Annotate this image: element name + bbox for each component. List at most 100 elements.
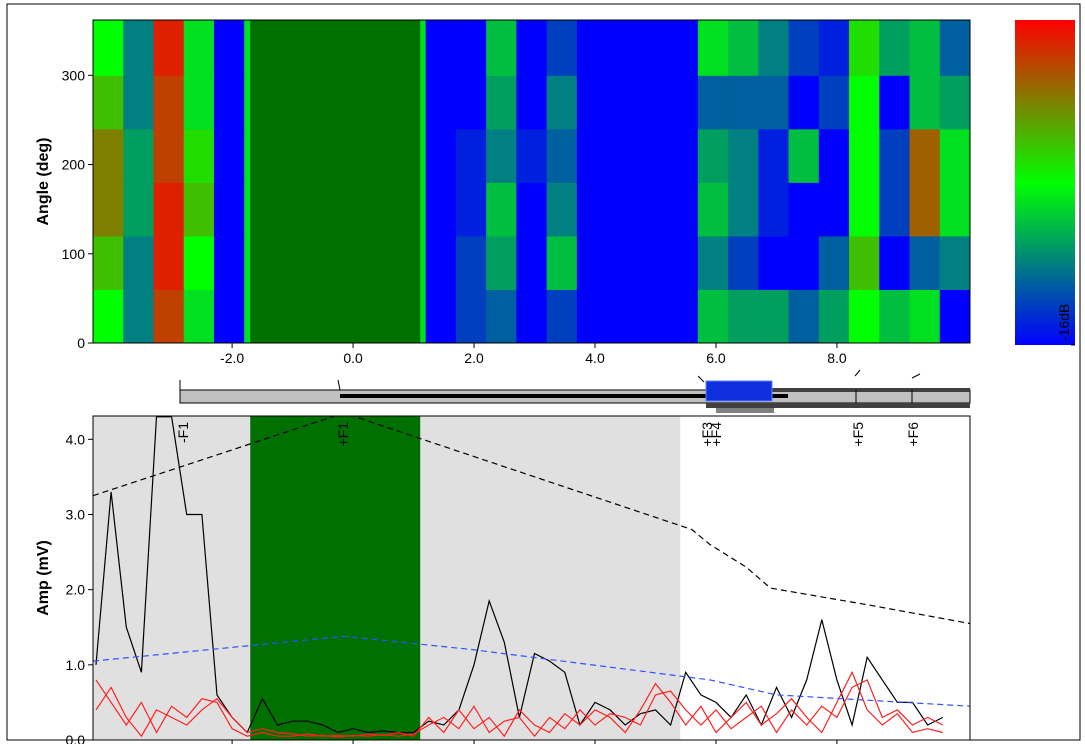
heatmap-cell [607,75,638,130]
heatmap-cell [697,20,729,76]
heatmap-cell [849,75,880,130]
heatmap-cell [818,289,850,343]
heatmap-cell [939,182,970,237]
heatmap-cell [909,289,941,343]
heatmap-cell [849,20,880,76]
heatmap-cell [516,235,548,290]
heatmap-cell [667,235,699,290]
heatmap-cell [516,128,548,183]
heatmap-cell [788,20,820,76]
heatmap-cell [607,182,638,237]
heatmap-cell [486,128,517,183]
heatmap-cell [183,128,215,183]
heatmap-cell [788,182,820,237]
heatmap-cell [879,75,911,130]
annotation: +F1 [335,422,351,447]
heatmap-cell [516,75,548,130]
y-tick-label: 2.0 [66,582,86,598]
heatmap-cell [153,75,185,130]
heatmap-cell [637,235,669,290]
heatmap-cell [213,128,245,183]
heatmap-cell [93,20,124,76]
heatmap-cell [183,20,215,76]
heatmap-cell [123,289,154,343]
heatmap-cell [425,289,457,343]
heatmap-cell [697,235,729,290]
annotation: -F1 [175,422,191,443]
heatmap-cell [697,289,729,343]
heatmap-cell [576,235,608,290]
colorbar-label: -16dB [1056,304,1072,341]
heatmap-cell [667,75,699,130]
heatmap-cell [576,128,608,183]
heatmap-cell [939,75,970,130]
heatmap-cell [486,235,517,290]
heatmap-cell [728,75,759,130]
series-line [93,635,970,707]
heatmap-cell [637,20,669,76]
heatmap-cell [788,289,820,343]
heatmap-cell [93,128,124,183]
heatmap-cell [667,20,699,76]
annotation: +F6 [905,422,921,447]
heatmap-cell [788,128,820,183]
heatmap-cell [486,75,517,130]
heatmap-cell [758,20,790,76]
heatmap-cell [123,182,154,237]
heatmap-cell [486,20,517,76]
heatmap-cell [637,289,669,343]
heatmap-cell [818,235,850,290]
y-tick-label: 0.0 [66,732,86,744]
heatmap-cell [607,20,638,76]
heatmap-cell [728,182,759,237]
heatmap-cell [213,20,245,76]
heatmap-cell [546,20,578,76]
heatmap-cell [153,128,185,183]
heatmap-cell [849,289,880,343]
heatmap-cell [607,128,638,183]
y-tick-label: 1.0 [66,657,86,673]
heatmap-cell [879,20,911,76]
heatmap-cell [667,182,699,237]
heatmap-cell [576,75,608,130]
y-tick-label: 200 [62,157,86,173]
heatmap-cell [93,235,124,290]
heatmap-cell [183,182,215,237]
y-tick-label: 4.0 [66,431,86,447]
heatmap-cell [455,289,487,343]
heatmap-cell [576,20,608,76]
heatmap-cell [939,128,970,183]
x-tick-label: 4.0 [585,350,605,366]
plot-border [92,19,971,344]
heatmap-cell [213,75,245,130]
heatmap-cell [546,289,578,343]
heatmap-cell [849,235,880,290]
heatmap-cell [576,289,608,343]
heatmap-cell [123,20,154,76]
heatmap-cell [758,128,790,183]
heatmap-cell [728,20,759,76]
heatmap-cell [849,182,880,237]
heatmap-cell [516,20,548,76]
y-tick-label: 0 [77,335,85,351]
x-tick-label: 0.0 [343,350,363,366]
plot-border [92,415,971,741]
heatmap-cell [637,128,669,183]
x-tick-label: -2.0 [220,350,244,366]
heatmap-cell [728,289,759,343]
heatmap-cell [213,289,245,343]
heatmap-cell [576,182,608,237]
heatmap-cell [123,75,154,130]
heatmap-cell [425,128,457,183]
heatmap-cell [123,235,154,290]
heatmap-cell [788,75,820,130]
annotation: +F3 [699,422,715,447]
heatmap-cell [425,20,457,76]
heatmap-cell [909,75,941,130]
heatmap-cell [667,128,699,183]
heatmap-cell [758,75,790,130]
y-tick-label: 100 [62,246,86,262]
shaded-region [250,416,421,740]
heatmap-cell [93,289,124,343]
